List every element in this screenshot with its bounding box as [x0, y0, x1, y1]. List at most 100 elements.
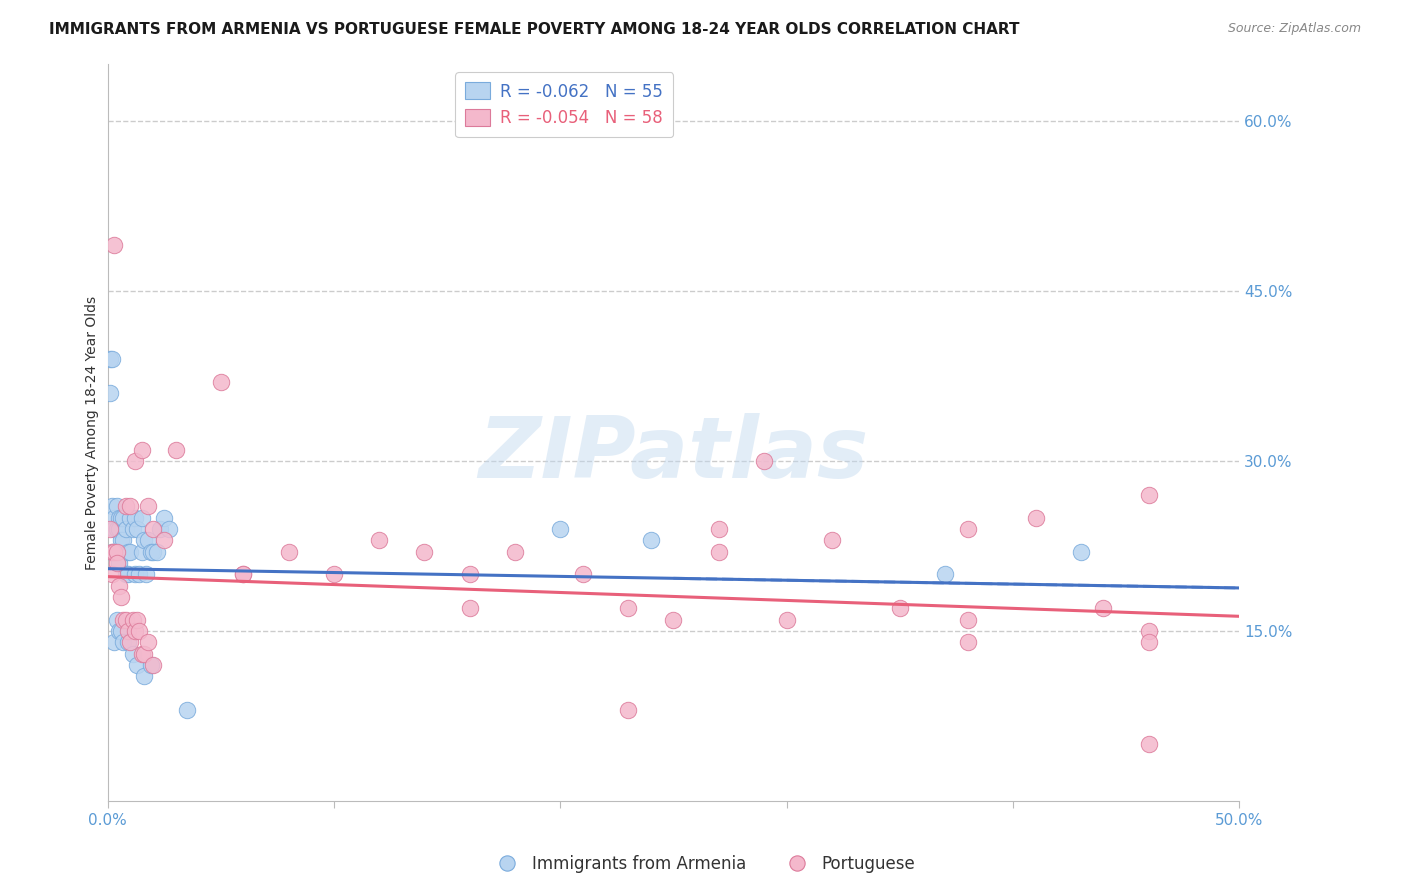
Point: [131, 442, 153, 457]
Point: [640, 533, 662, 548]
Point: [120, 500, 142, 514]
Point: [157, 522, 180, 536]
Point: [1092, 601, 1115, 615]
Point: [135, 567, 157, 582]
Point: [117, 567, 139, 582]
Point: [121, 647, 143, 661]
Y-axis label: Female Poverty Among 18-24 Year Olds: Female Poverty Among 18-24 Year Olds: [86, 295, 100, 570]
Point: [138, 635, 160, 649]
Point: [617, 601, 640, 615]
Point: [103, 544, 125, 558]
Legend: R = -0.062   N = 55, R = -0.054   N = 58: R = -0.062 N = 55, R = -0.054 N = 58: [456, 72, 673, 137]
Point: [108, 624, 131, 638]
Point: [138, 533, 160, 548]
Legend: Immigrants from Armenia, Portuguese: Immigrants from Armenia, Portuguese: [484, 848, 922, 880]
Point: [149, 522, 172, 536]
Point: [108, 522, 131, 536]
Point: [121, 522, 143, 536]
Point: [821, 533, 844, 548]
Point: [1070, 544, 1092, 558]
Point: [138, 500, 160, 514]
Point: [117, 635, 139, 649]
Point: [112, 510, 135, 524]
Point: [132, 647, 155, 661]
Point: [131, 510, 153, 524]
Point: [110, 510, 132, 524]
Point: [114, 613, 136, 627]
Point: [114, 567, 136, 582]
Point: [112, 533, 135, 548]
Point: [956, 635, 979, 649]
Point: [98, 351, 121, 366]
Point: [101, 500, 124, 514]
Point: [110, 533, 132, 548]
Point: [128, 567, 150, 582]
Point: [114, 522, 136, 536]
Point: [132, 533, 155, 548]
Point: [103, 544, 125, 558]
Point: [209, 375, 232, 389]
Point: [108, 579, 131, 593]
Point: [617, 703, 640, 717]
Point: [103, 635, 125, 649]
Point: [707, 522, 730, 536]
Point: [146, 544, 169, 558]
Point: [108, 510, 131, 524]
Point: [121, 613, 143, 627]
Point: [139, 658, 162, 673]
Point: [103, 238, 125, 252]
Point: [662, 613, 685, 627]
Point: [101, 567, 124, 582]
Point: [934, 567, 956, 582]
Point: [112, 635, 135, 649]
Point: [889, 601, 911, 615]
Point: [277, 544, 299, 558]
Point: [124, 454, 146, 468]
Point: [101, 544, 124, 558]
Point: [176, 703, 198, 717]
Point: [98, 385, 121, 400]
Text: ZIPatlas: ZIPatlas: [478, 413, 869, 496]
Point: [110, 590, 132, 604]
Point: [101, 351, 124, 366]
Point: [101, 544, 124, 558]
Point: [132, 669, 155, 683]
Point: [956, 613, 979, 627]
Point: [124, 510, 146, 524]
Point: [165, 442, 187, 457]
Point: [131, 544, 153, 558]
Point: [125, 658, 148, 673]
Point: [103, 510, 125, 524]
Point: [548, 522, 571, 536]
Point: [1137, 738, 1160, 752]
Point: [142, 522, 165, 536]
Point: [98, 522, 121, 536]
Point: [142, 544, 165, 558]
Point: [232, 567, 254, 582]
Point: [153, 533, 176, 548]
Point: [128, 624, 150, 638]
Point: [956, 522, 979, 536]
Point: [142, 658, 165, 673]
Point: [105, 613, 128, 627]
Point: [117, 624, 139, 638]
Point: [1137, 488, 1160, 502]
Point: [153, 510, 176, 524]
Point: [1137, 635, 1160, 649]
Text: IMMIGRANTS FROM ARMENIA VS PORTUGUESE FEMALE POVERTY AMONG 18-24 YEAR OLDS CORRE: IMMIGRANTS FROM ARMENIA VS PORTUGUESE FE…: [49, 22, 1019, 37]
Point: [105, 544, 128, 558]
Point: [120, 635, 142, 649]
Point: [105, 544, 128, 558]
Point: [120, 544, 142, 558]
Point: [112, 613, 135, 627]
Point: [125, 522, 148, 536]
Point: [752, 454, 775, 468]
Point: [139, 544, 162, 558]
Point: [114, 500, 136, 514]
Point: [1025, 510, 1047, 524]
Point: [572, 567, 595, 582]
Point: [707, 544, 730, 558]
Point: [368, 533, 391, 548]
Text: Source: ZipAtlas.com: Source: ZipAtlas.com: [1227, 22, 1361, 36]
Point: [503, 544, 526, 558]
